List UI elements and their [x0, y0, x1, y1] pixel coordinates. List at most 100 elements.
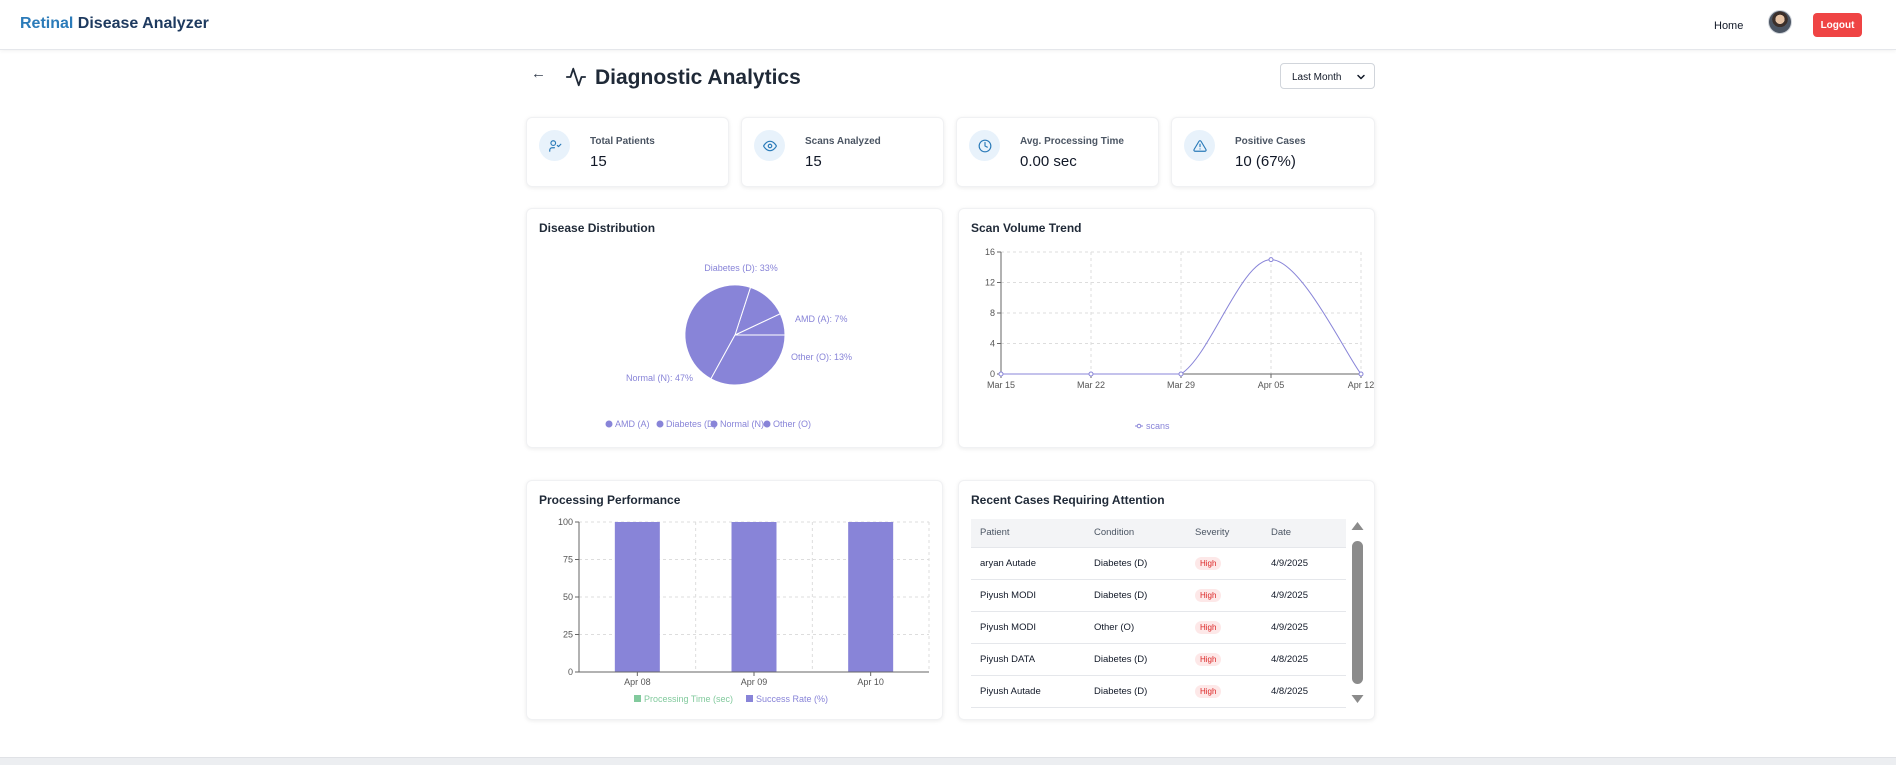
legend-marker — [746, 695, 753, 702]
card-title: Scan Volume Trend — [971, 221, 1082, 235]
cell-date: 4/9/2025 — [1262, 579, 1346, 612]
bar-chart: 0 25 50 75 100 Apr 08 Apr 09 Apr 10 Processing T… — [558, 517, 930, 704]
stat-value: 0.00 sec — [1020, 153, 1077, 170]
x-tick-label: Apr 08 — [624, 677, 651, 687]
scrollbar-thumb[interactable] — [1352, 541, 1363, 684]
cell-date: 4/8/2025 — [1262, 643, 1346, 676]
bottom-bar — [0, 757, 1896, 765]
legend-label: Normal (N) — [720, 419, 764, 429]
legend-label: Success Rate (%) — [756, 694, 828, 704]
pie-slice — [684, 284, 752, 380]
date-range-value: Last Month — [1292, 72, 1342, 83]
card-title: Processing Performance — [539, 493, 681, 507]
table-row[interactable]: aryan Autade Diabetes (D) High 4/9/2025 — [971, 547, 1346, 580]
y-tick-label: 4 — [990, 339, 995, 349]
bar-success-rate — [848, 522, 894, 672]
cell-patient: Piyush MODI — [971, 579, 1085, 612]
users-icon — [539, 130, 570, 161]
y-tick-label: 0 — [990, 369, 995, 379]
data-point — [998, 371, 1004, 377]
cell-condition: Diabetes (D) — [1085, 643, 1186, 676]
data-point — [1358, 371, 1364, 377]
cell-patient: Piyush MODI — [971, 611, 1085, 644]
recent-cases-table: Patient Condition Severity Date aryan Au… — [971, 519, 1346, 708]
severity-badge: High — [1195, 588, 1222, 602]
x-tick-label: Mar 29 — [1167, 380, 1195, 390]
nav-home-link[interactable]: Home — [1714, 20, 1744, 32]
legend-label: Diabetes (D) — [666, 419, 717, 429]
y-tick-label: 0 — [568, 667, 573, 677]
cell-severity: High — [1186, 547, 1262, 580]
data-point — [1088, 371, 1094, 377]
stat-card-scans-analyzed: Scans Analyzed 15 — [741, 117, 944, 187]
legend-label: Processing Time (sec) — [644, 694, 733, 704]
date-range-select[interactable]: Last Month — [1280, 63, 1375, 89]
severity-badge: High — [1195, 620, 1222, 634]
scroll-up-arrow-icon[interactable] — [1351, 521, 1364, 531]
legend-marker — [710, 420, 718, 428]
cell-patient: Piyush Autade — [971, 675, 1085, 708]
column-header: Patient — [971, 519, 1085, 548]
pie-label: Diabetes (D): 33% — [704, 263, 778, 273]
stat-label: Positive Cases — [1235, 136, 1306, 147]
cell-severity: High — [1186, 643, 1262, 676]
cell-condition: Diabetes (D) — [1085, 675, 1186, 708]
stat-card-total-patients: Total Patients 15 — [526, 117, 729, 187]
recent-cases-card: Recent Cases Requiring Attention Patient… — [958, 480, 1375, 720]
cell-severity: High — [1186, 579, 1262, 612]
y-tick-label: 100 — [558, 517, 573, 527]
line-chart: 0 4 8 12 16 Mar 15 Mar 22 Mar 29 Apr 05 Apr 12 sca… — [985, 247, 1374, 431]
table-row[interactable]: Piyush DATA Diabetes (D) High 4/8/2025 — [971, 643, 1346, 676]
alert-triangle-icon — [1184, 130, 1215, 161]
x-tick-label: Mar 22 — [1077, 380, 1105, 390]
legend-marker — [763, 420, 771, 428]
chevron-down-icon — [1357, 74, 1365, 80]
cell-condition: Other (O) — [1085, 611, 1186, 644]
cell-date: 4/9/2025 — [1262, 547, 1346, 580]
cell-severity: High — [1186, 611, 1262, 644]
x-tick-label: Apr 09 — [741, 677, 768, 687]
data-point — [1178, 371, 1184, 377]
logout-button[interactable]: Logout — [1813, 13, 1862, 37]
scroll-down-arrow-icon[interactable] — [1351, 694, 1364, 704]
y-tick-label: 25 — [563, 630, 573, 640]
cell-patient: aryan Autade — [971, 547, 1085, 580]
severity-badge: High — [1195, 652, 1222, 666]
severity-badge: High — [1195, 556, 1222, 570]
table-header-row: Patient Condition Severity Date — [971, 519, 1346, 548]
stat-value: 15 — [805, 153, 822, 170]
table-row[interactable]: Piyush MODI Diabetes (D) High 4/9/2025 — [971, 579, 1346, 612]
stat-value: 15 — [590, 153, 607, 170]
bar-success-rate — [731, 522, 777, 672]
scan-volume-trend-card: Scan Volume Trend 0 4 8 12 16 Mar 15 Mar 22 Mar… — [958, 208, 1375, 448]
column-header: Condition — [1085, 519, 1186, 548]
disease-distribution-card: Disease Distribution AMD (A): 7% Other (O… — [526, 208, 943, 448]
stat-value: 10 (67%) — [1235, 153, 1296, 170]
pie-label: Normal (N): 47% — [626, 373, 693, 383]
pie-label: Other (O): 13% — [791, 352, 852, 362]
legend-label: scans — [1146, 421, 1170, 431]
avatar[interactable] — [1768, 10, 1792, 34]
stat-label: Total Patients — [590, 136, 655, 147]
table-row[interactable]: Piyush MODI Other (O) High 4/9/2025 — [971, 611, 1346, 644]
y-tick-label: 8 — [990, 308, 995, 318]
severity-badge: High — [1195, 684, 1222, 698]
legend-marker — [634, 695, 641, 702]
stat-label: Avg. Processing Time — [1020, 136, 1124, 147]
legend-marker — [605, 420, 613, 428]
pie-chart: AMD (A): 7% Other (O): 13% Normal (N): 47%… — [605, 263, 852, 429]
column-header: Severity — [1186, 519, 1262, 548]
stat-label: Scans Analyzed — [805, 136, 881, 147]
y-tick-label: 12 — [985, 278, 995, 288]
legend-label: AMD (A) — [615, 419, 650, 429]
arrow-left-icon[interactable]: ← — [531, 65, 546, 82]
y-tick-label: 75 — [563, 555, 573, 565]
cell-severity: High — [1186, 675, 1262, 708]
processing-performance-card: Processing Performance 0 25 50 75 100 Apr 08 A… — [526, 480, 943, 720]
cell-date: 4/8/2025 — [1262, 675, 1346, 708]
activity-icon — [565, 67, 587, 87]
table-row[interactable]: Piyush Autade Diabetes (D) High 4/8/2025 — [971, 675, 1346, 708]
brand-logo[interactable]: Retinal Disease Analyzer — [20, 15, 209, 32]
navbar: Retinal Disease Analyzer Home Logout — [0, 0, 1896, 50]
clock-icon — [969, 130, 1000, 161]
